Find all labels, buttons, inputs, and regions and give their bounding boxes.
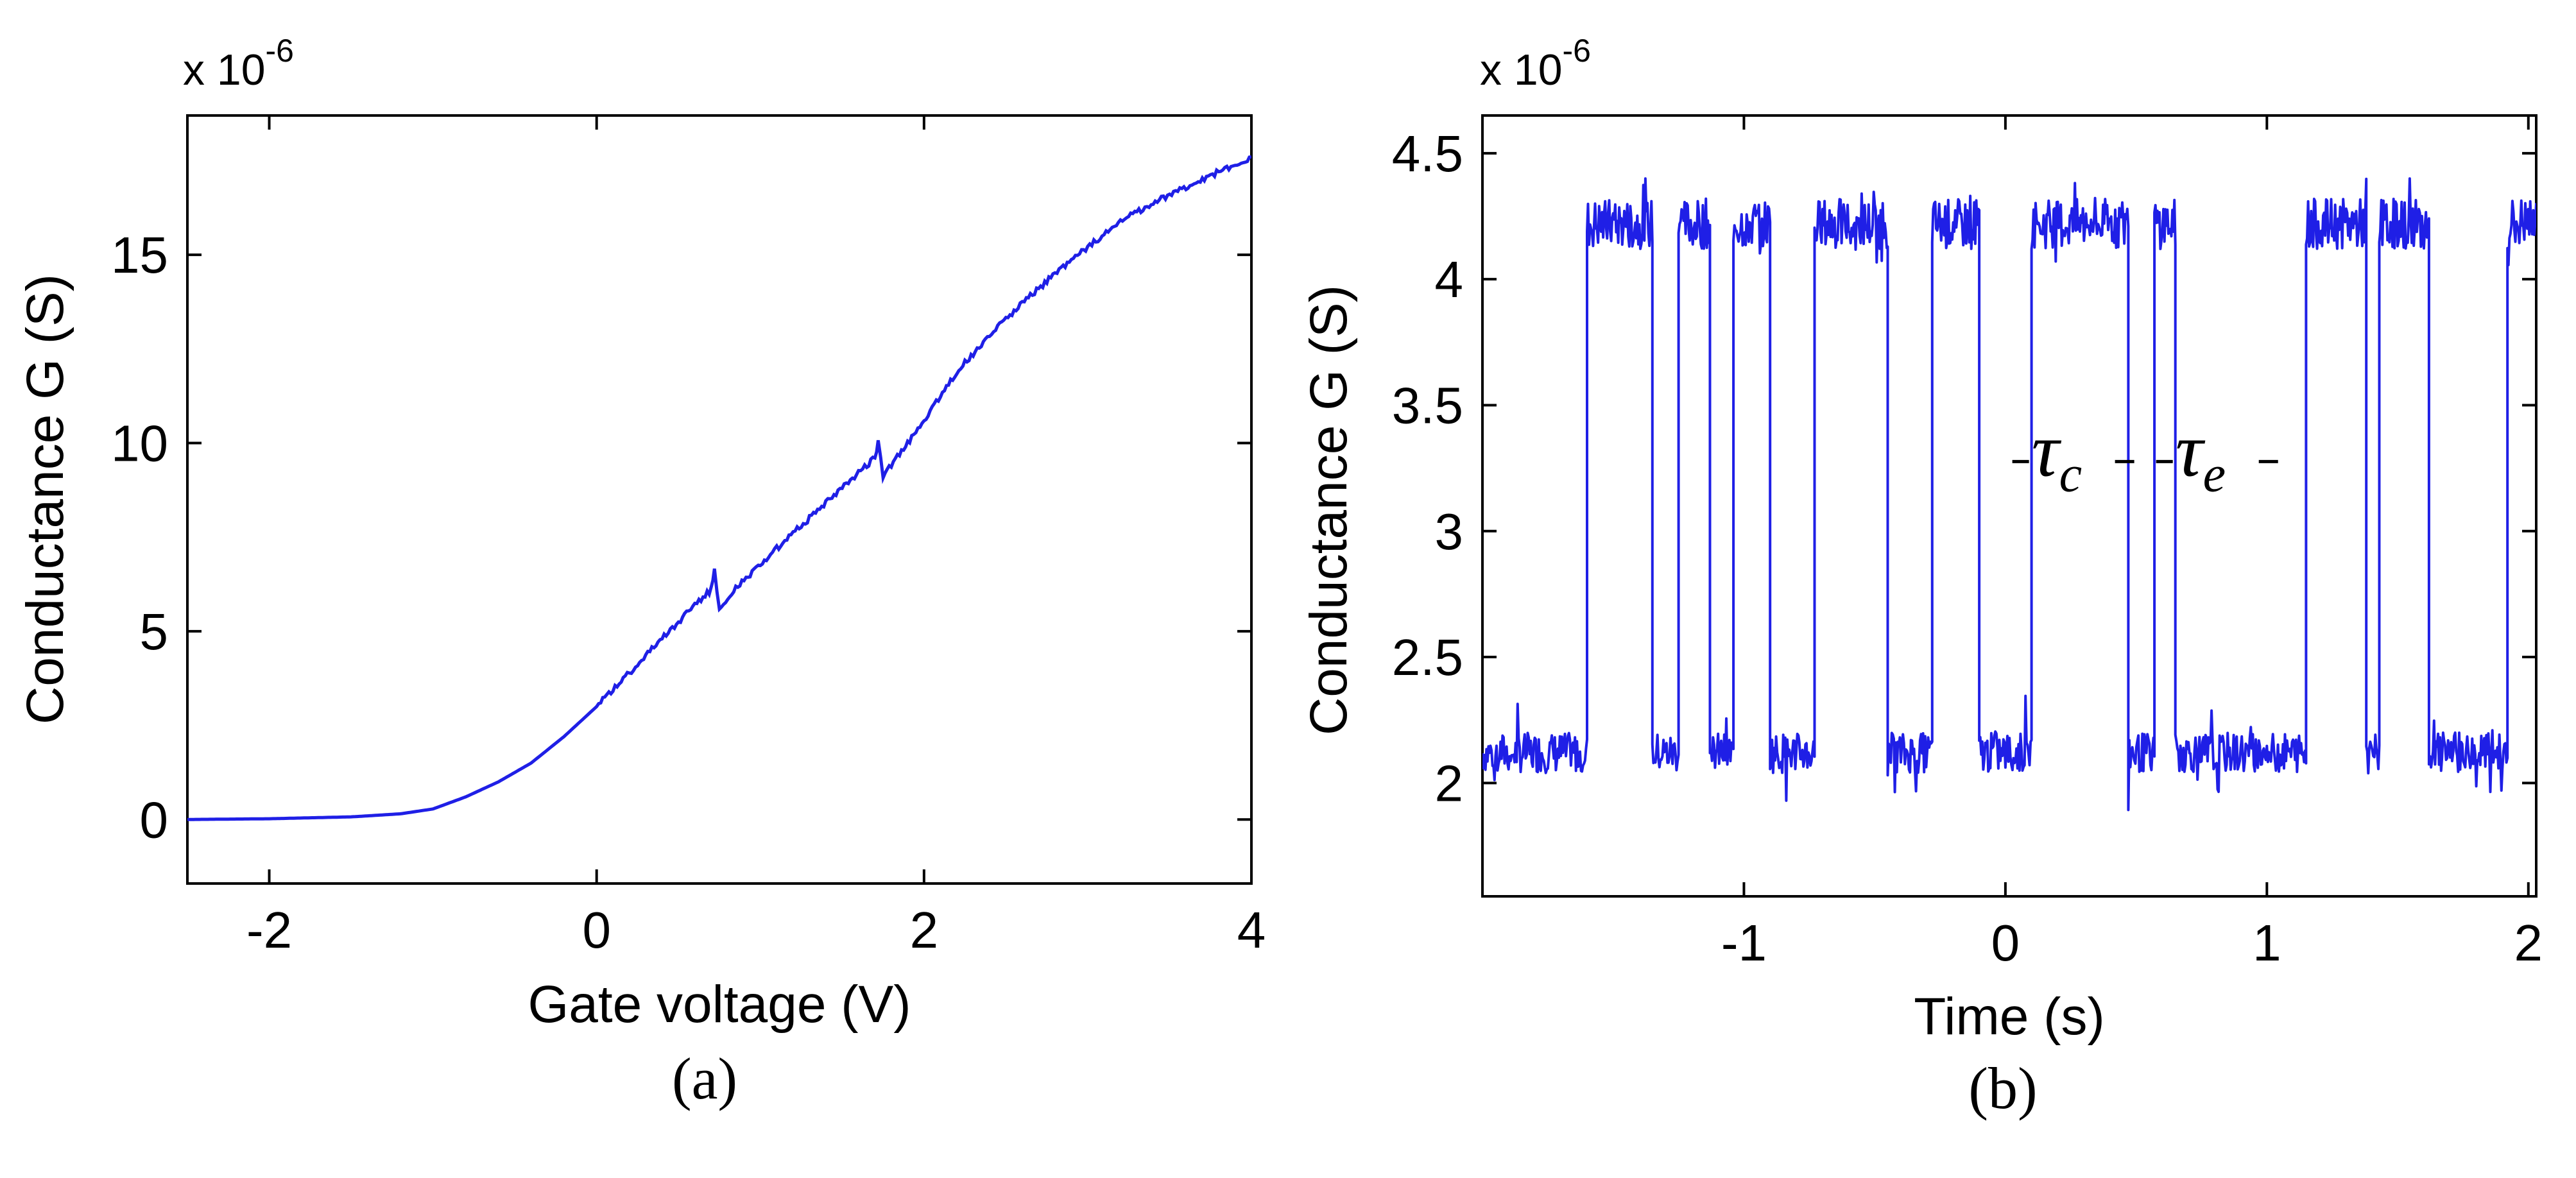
x-tick-label: -2 xyxy=(246,901,292,959)
exponent-power-b: -6 xyxy=(1563,33,1591,69)
x-axis-title-b: Time (s) xyxy=(1914,987,2105,1046)
chart-panel-a: -2 0 2 4 0 5 10 15 x 10-6 Gate voltage (V) Con… xyxy=(16,33,1266,1111)
y-tick-labels-a: 0 5 10 15 xyxy=(111,226,168,848)
x-axis-title-a: Gate voltage (V) xyxy=(528,975,911,1034)
plot-frame-a xyxy=(187,115,1251,884)
exponent-base-b: x 10 xyxy=(1480,46,1563,94)
x-tick-label: 0 xyxy=(582,901,611,959)
tau-symbol: τ xyxy=(2032,407,2062,492)
y-tick-label: 3 xyxy=(1435,503,1464,560)
y-tick-label: 4.5 xyxy=(1392,125,1463,182)
x-tick-label: 4 xyxy=(1237,901,1266,959)
y-tick-label: 0 xyxy=(140,791,169,848)
exponent-base-a: x 10 xyxy=(183,46,266,94)
exponent-label-a: x 10-6 xyxy=(183,33,294,94)
y-axis-title-b: Conductance G (S) xyxy=(1300,285,1358,735)
y-tick-label: 2.5 xyxy=(1392,629,1463,686)
x-tick-label: 2 xyxy=(910,901,939,959)
y-tick-label: 4 xyxy=(1435,251,1464,308)
panel-label-a: (a) xyxy=(672,1046,737,1111)
y-tick-label: 3.5 xyxy=(1392,377,1463,434)
panel-label-b: (b) xyxy=(1968,1055,2037,1121)
tau-subscript: c xyxy=(2059,446,2082,502)
chart-panel-b: -1 0 1 2 22.533.544.5 τc τe x 10-6 Time (s) … xyxy=(1300,33,2543,1121)
x-tick-label: 1 xyxy=(2253,914,2281,971)
tau-subscript: e xyxy=(2203,446,2226,502)
x-tick-label: -1 xyxy=(1721,914,1767,971)
x-tick-labels-b: -1 0 1 2 xyxy=(1721,914,2543,971)
x-tick-label: 0 xyxy=(1991,914,2020,971)
x-tick-labels-a: -2 0 2 4 xyxy=(246,901,1266,959)
y-tick-label: 5 xyxy=(140,603,169,660)
x-tick-label: 2 xyxy=(2514,914,2543,971)
y-tick-label: 2 xyxy=(1435,755,1464,812)
tau-symbol: τ xyxy=(2176,407,2206,492)
exponent-label-b: x 10-6 xyxy=(1480,33,1591,94)
y-tick-labels-b: 2 2.5 3 3.5 4 4.5 xyxy=(1392,125,1463,812)
y-tick-label: 15 xyxy=(111,226,168,284)
exponent-power-a: -6 xyxy=(266,33,294,69)
y-axis-title-a: Conductance G (S) xyxy=(16,274,74,724)
y-tick-label: 10 xyxy=(111,414,168,472)
